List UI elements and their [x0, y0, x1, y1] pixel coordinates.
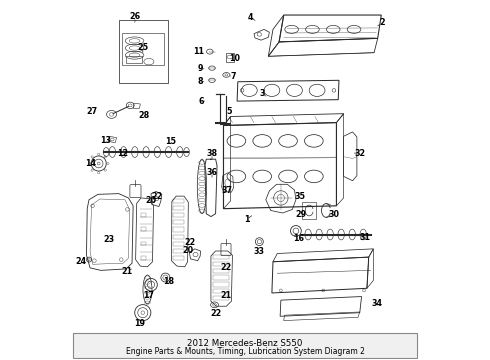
Text: 32: 32: [354, 149, 366, 158]
Bar: [213, 269, 229, 273]
Text: 1: 1: [244, 215, 249, 224]
Bar: [119, 21, 168, 83]
Text: 24: 24: [75, 257, 86, 266]
Text: 34: 34: [371, 299, 383, 308]
Bar: [141, 242, 146, 245]
Bar: [173, 234, 184, 239]
Text: 26: 26: [129, 12, 141, 21]
Text: 23: 23: [103, 235, 114, 244]
Text: 18: 18: [163, 276, 174, 285]
Text: 16: 16: [294, 234, 304, 243]
Bar: [173, 199, 184, 203]
Text: 38: 38: [206, 149, 218, 158]
Bar: [173, 206, 184, 210]
Text: 2: 2: [379, 18, 385, 27]
Text: 22: 22: [151, 192, 162, 201]
Bar: [173, 256, 184, 260]
Text: 11: 11: [193, 48, 204, 57]
Text: 2012 Mercedes-Benz S550: 2012 Mercedes-Benz S550: [187, 339, 303, 348]
Text: 17: 17: [144, 291, 154, 300]
Text: 22: 22: [184, 238, 196, 247]
FancyBboxPatch shape: [73, 333, 417, 357]
Text: 22: 22: [220, 264, 231, 273]
Bar: [213, 262, 229, 266]
Text: 13: 13: [100, 136, 111, 145]
Bar: [173, 227, 184, 231]
Text: 21: 21: [122, 267, 133, 276]
Bar: [141, 227, 146, 231]
Bar: [173, 220, 184, 225]
Bar: [226, 53, 234, 62]
Text: 6: 6: [198, 96, 204, 105]
Bar: [141, 256, 146, 260]
Text: 5: 5: [226, 107, 232, 116]
Bar: [213, 296, 229, 300]
Text: 12: 12: [118, 149, 129, 158]
Bar: [302, 202, 316, 219]
Text: 35: 35: [294, 192, 305, 201]
Text: 37: 37: [221, 185, 233, 194]
Text: 31: 31: [359, 233, 370, 242]
Text: 30: 30: [328, 210, 340, 219]
Bar: [213, 275, 229, 280]
Text: 29: 29: [295, 210, 307, 219]
Text: 15: 15: [165, 138, 176, 147]
Text: 20: 20: [182, 246, 193, 255]
Text: 36: 36: [206, 168, 218, 177]
Text: 7: 7: [231, 72, 236, 81]
Text: 21: 21: [221, 291, 232, 300]
Bar: [122, 33, 164, 65]
Text: 4: 4: [248, 13, 253, 22]
Text: 8: 8: [198, 77, 203, 86]
Text: 9: 9: [198, 64, 203, 73]
Text: 10: 10: [229, 54, 241, 63]
Text: 14: 14: [85, 159, 97, 168]
Text: 33: 33: [253, 247, 264, 256]
Text: 25: 25: [137, 43, 148, 52]
Text: 20: 20: [146, 196, 157, 205]
Bar: [173, 213, 184, 217]
Bar: [213, 289, 229, 293]
Bar: [141, 213, 146, 217]
Text: 27: 27: [86, 107, 97, 116]
Text: Engine Parts & Mounts, Timing, Lubrication System Diagram 2: Engine Parts & Mounts, Timing, Lubricati…: [125, 347, 365, 356]
Bar: [213, 255, 229, 259]
Text: 28: 28: [138, 111, 149, 120]
Bar: [213, 282, 229, 287]
Text: 3: 3: [260, 89, 265, 98]
Text: 19: 19: [134, 319, 145, 328]
Bar: [173, 242, 184, 246]
Text: 22: 22: [210, 309, 221, 318]
Bar: [173, 249, 184, 253]
